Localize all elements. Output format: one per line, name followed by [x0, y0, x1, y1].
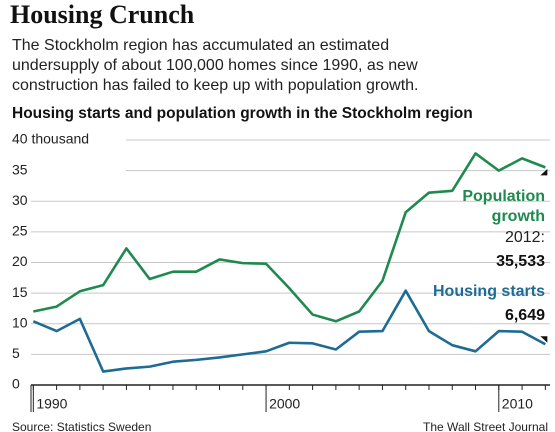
- label-prefix: 2012:: [505, 229, 545, 246]
- x-tick-label: 1990: [36, 396, 67, 412]
- series-label: growth: [492, 208, 545, 225]
- y-tick-label: 40 thousand: [12, 131, 89, 147]
- pointer: [540, 336, 548, 343]
- subtitle: construction has failed to keep up with …: [12, 77, 418, 94]
- x-tick-label: 2010: [502, 396, 533, 412]
- series-label: Population: [462, 188, 545, 205]
- series-label: Housing starts: [433, 283, 545, 300]
- y-tick-label: 10: [12, 314, 28, 330]
- subtitle: undersupply of about 100,000 homes since…: [12, 57, 418, 74]
- y-tick-label: 30: [12, 192, 28, 208]
- subtitle: The Stockholm region has accumulated an …: [12, 37, 389, 54]
- chart-subtitle: Housing starts and population growth in …: [12, 105, 473, 122]
- x-tick-label: 2000: [269, 396, 300, 412]
- chart-title: Housing Crunch: [10, 0, 195, 29]
- value-label: 6,649: [505, 307, 545, 324]
- y-tick-label: 20: [12, 253, 28, 269]
- y-tick-label: 0: [12, 376, 20, 392]
- source: Source: Statistics Sweden: [12, 420, 151, 432]
- line: [33, 152, 546, 323]
- pointer: [540, 168, 548, 176]
- y-tick-label: 35: [12, 161, 28, 177]
- value-label: 35,533: [496, 253, 545, 270]
- y-tick-label: 5: [12, 345, 20, 361]
- credit: The Wall Street Journal: [423, 420, 548, 432]
- y-tick-label: 25: [12, 223, 28, 239]
- y-tick-label: 15: [12, 284, 28, 300]
- line: [32, 289, 546, 373]
